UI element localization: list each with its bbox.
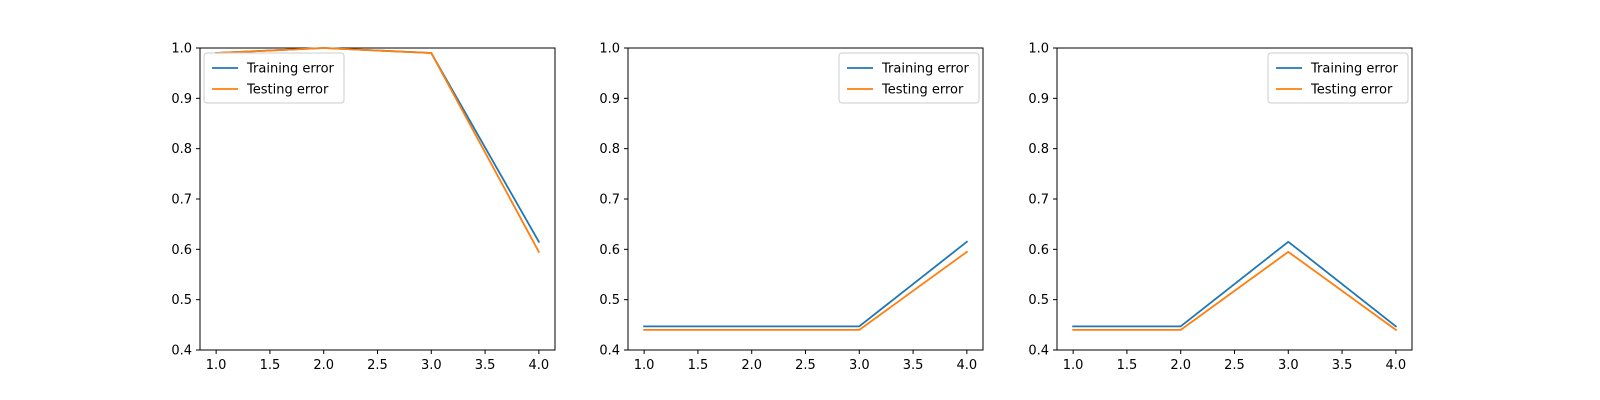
y-tick-label: 1.0 xyxy=(599,42,620,57)
x-tick-label: 2.0 xyxy=(313,358,334,373)
x-tick-label: 1.5 xyxy=(1117,358,1138,373)
x-tick-label: 4.0 xyxy=(529,358,550,373)
legend: Training error Testing error xyxy=(1267,52,1409,104)
x-tick-label: 3.5 xyxy=(903,358,924,373)
x-tick-label: 3.0 xyxy=(421,358,442,373)
legend-label: Training error xyxy=(246,62,335,77)
y-tick-label: 0.7 xyxy=(1028,193,1049,208)
y-tick-label: 0.5 xyxy=(1028,293,1049,308)
y-tick-label: 0.7 xyxy=(599,193,620,208)
x-tick-label: 3.5 xyxy=(475,358,496,373)
x-tick-label: 2.5 xyxy=(1224,358,1245,373)
chart-panel-1: 1.0 1.5 2.0 2.5 3.0 3.5 4.0 0.4 0.5 0.6 0.7 0.8 0.9 1… xyxy=(171,42,556,373)
series-line-training xyxy=(1072,240,1398,328)
y-tick-label: 0.6 xyxy=(171,243,192,258)
legend-box xyxy=(203,52,345,104)
legend-label: Training error xyxy=(881,62,970,77)
x-tick-label: 2.5 xyxy=(795,358,816,373)
y-tick-label: 0.6 xyxy=(599,243,620,258)
series-line-testing xyxy=(643,250,969,331)
x-tick-label: 2.0 xyxy=(741,358,762,373)
x-tick-label: 1.0 xyxy=(1063,358,1084,373)
x-tick-label: 2.0 xyxy=(1170,358,1191,373)
x-tick-label: 3.0 xyxy=(849,358,870,373)
x-tick-label: 1.0 xyxy=(634,358,655,373)
x-tick-label: 3.5 xyxy=(1332,358,1353,373)
legend-label: Training error xyxy=(1310,62,1399,77)
legend-label: Testing error xyxy=(881,83,964,98)
y-tick-label: 0.5 xyxy=(171,293,192,308)
y-tick-label: 0.6 xyxy=(1028,243,1049,258)
chart-panel-3: 1.0 1.5 2.0 2.5 3.0 3.5 4.0 0.4 0.5 0.6 0.7 0.8 0.9 1… xyxy=(1028,42,1413,373)
y-tick-label: 0.7 xyxy=(171,193,192,208)
x-tick-label: 4.0 xyxy=(957,358,978,373)
x-tick-label: 1.5 xyxy=(260,358,281,373)
y-tick-label: 0.9 xyxy=(171,92,192,107)
y-tick-label: 0.5 xyxy=(599,293,620,308)
x-tick-label: 1.5 xyxy=(688,358,709,373)
y-tick-label: 0.8 xyxy=(1028,142,1049,157)
legend-label: Testing error xyxy=(1310,83,1393,98)
legend-box xyxy=(838,52,980,104)
x-tick-label: 1.0 xyxy=(206,358,227,373)
y-tick-label: 0.9 xyxy=(1028,92,1049,107)
y-tick-label: 0.4 xyxy=(599,344,620,359)
y-tick-label: 0.4 xyxy=(1028,344,1049,359)
x-tick-label: 4.0 xyxy=(1386,358,1407,373)
series-line-testing xyxy=(215,47,541,254)
y-tick-label: 1.0 xyxy=(1028,42,1049,57)
y-tick-label: 0.8 xyxy=(171,142,192,157)
y-tick-label: 0.4 xyxy=(171,344,192,359)
y-tick-label: 1.0 xyxy=(171,42,192,57)
legend-label: Testing error xyxy=(246,83,329,98)
series-line-testing xyxy=(1072,250,1398,332)
legend-box xyxy=(1267,52,1409,104)
legend: Training error Testing error xyxy=(838,52,980,104)
legend: Training error Testing error xyxy=(203,52,345,104)
x-tick-label: 2.5 xyxy=(367,358,388,373)
y-tick-label: 0.9 xyxy=(599,92,620,107)
chart-panel-2: 1.0 1.5 2.0 2.5 3.0 3.5 4.0 0.4 0.5 0.6 0.7 0.8 0.9 1… xyxy=(599,42,984,373)
x-tick-label: 3.0 xyxy=(1278,358,1299,373)
series-line-training xyxy=(643,240,969,328)
y-tick-label: 0.8 xyxy=(599,142,620,157)
